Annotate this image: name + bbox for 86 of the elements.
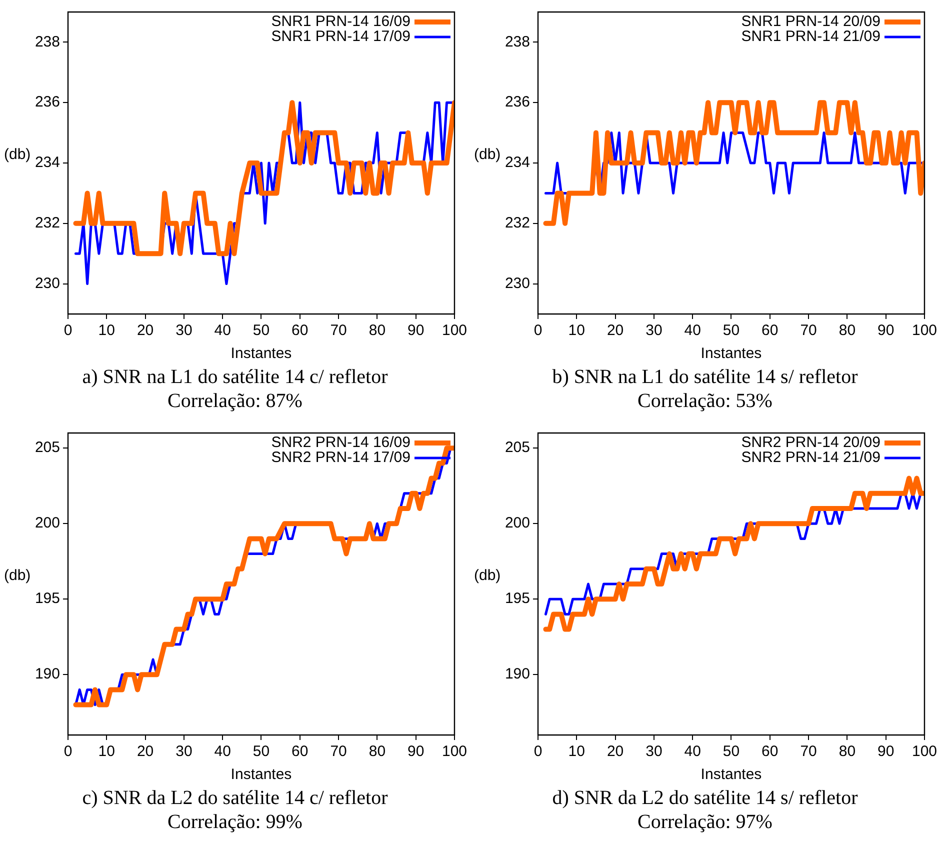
x-tick-label: 80 (368, 322, 386, 340)
x-tick-label: 30 (646, 322, 662, 340)
x-tick-label: 10 (568, 743, 585, 760)
x-tick-label: 30 (646, 743, 662, 760)
legend-label: SNR1 PRN-14 20/09 (741, 13, 880, 30)
y-axis-title: (db) (4, 146, 31, 164)
y-tick-label: 234 (34, 154, 60, 172)
y-tick-label: 205 (504, 439, 530, 456)
x-tick-label: 100 (442, 743, 467, 760)
x-tick-label: 50 (722, 322, 740, 340)
y-axis-title: (db) (474, 567, 501, 584)
x-tick-label: 60 (762, 743, 778, 760)
y-tick-label: 195 (34, 590, 60, 608)
legend-label: SNR2 PRN-14 20/09 (741, 434, 880, 452)
x-tick-label: 20 (136, 743, 154, 760)
x-tick-label: 70 (800, 743, 817, 760)
x-tick-label: 20 (606, 743, 624, 760)
x-tick-label: 20 (136, 322, 154, 340)
x-tick-label: 10 (98, 322, 115, 340)
x-tick-label: 50 (722, 743, 740, 760)
x-tick-label: 100 (912, 743, 937, 760)
x-tick-label: 90 (407, 322, 424, 340)
y-tick-label: 195 (504, 590, 530, 608)
x-tick-label: 40 (684, 322, 701, 340)
x-axis-title: Instantes (700, 345, 762, 362)
y-tick-label: 232 (34, 214, 60, 232)
x-tick-label: 30 (176, 743, 192, 760)
x-tick-label: 90 (877, 743, 894, 760)
x-tick-label: 80 (838, 322, 856, 340)
legend-label: SNR1 PRN-14 21/09 (741, 28, 880, 46)
text: Correlação: 87% (166, 389, 304, 413)
text: d) SNR da L2 do satélite 14 s/ refletor (551, 786, 859, 810)
x-tick-label: 0 (64, 322, 72, 340)
y-tick-label: 200 (34, 514, 60, 532)
x-tick-label: 60 (292, 322, 308, 340)
y-tick-label: 238 (34, 33, 60, 50)
x-tick-label: 40 (214, 322, 231, 340)
y-tick-label: 205 (34, 439, 60, 456)
x-tick-label: 90 (877, 322, 894, 340)
x-tick-label: 50 (252, 743, 270, 760)
legend-label: SNR2 PRN-14 16/09 (271, 434, 410, 452)
y-axis-title: (db) (4, 567, 31, 584)
x-axis-title: Instantes (700, 766, 762, 784)
y-tick-label: 190 (504, 666, 530, 683)
legend-label: SNR1 PRN-14 16/09 (271, 13, 410, 30)
text: b) SNR na L1 do satélite 14 s/ refletor (551, 365, 859, 389)
x-tick-label: 0 (534, 743, 542, 760)
y-tick-label: 230 (504, 274, 530, 292)
x-tick-label: 100 (912, 322, 937, 340)
x-tick-label: 90 (407, 743, 424, 760)
x-tick-label: 10 (568, 322, 585, 340)
y-tick-label: 190 (34, 666, 60, 683)
x-tick-label: 70 (800, 322, 817, 340)
y-tick-label: 230 (34, 274, 60, 292)
y-tick-label: 236 (34, 94, 60, 111)
text: c) SNR da L2 do satélite 14 c/ refletor (81, 786, 389, 810)
y-tick-label: 200 (504, 514, 530, 532)
legend-label: SNR2 PRN-14 17/09 (271, 449, 410, 466)
x-tick-label: 80 (368, 743, 386, 760)
x-tick-label: 70 (330, 743, 347, 760)
y-tick-label: 236 (504, 94, 530, 111)
x-tick-label: 40 (214, 743, 231, 760)
x-tick-label: 100 (442, 322, 467, 340)
x-tick-label: 50 (252, 322, 270, 340)
x-tick-label: 60 (292, 743, 308, 760)
x-tick-label: 70 (330, 322, 347, 340)
x-tick-label: 40 (684, 743, 701, 760)
x-tick-label: 80 (838, 743, 856, 760)
y-tick-label: 234 (504, 154, 530, 172)
x-axis-title: Instantes (230, 766, 292, 784)
text: Correlação: 53% (636, 389, 774, 413)
x-tick-label: 0 (534, 322, 542, 340)
x-axis-title: Instantes (230, 345, 292, 362)
x-tick-label: 0 (64, 743, 72, 760)
text: Correlação: 97% (636, 810, 774, 834)
x-tick-label: 60 (762, 322, 778, 340)
legend-label: SNR1 PRN-14 17/09 (271, 28, 410, 46)
y-tick-label: 232 (504, 214, 530, 232)
text: a) SNR na L1 do satélite 14 c/ refletor (81, 365, 389, 389)
legend-label: SNR2 PRN-14 21/09 (741, 449, 880, 466)
x-tick-label: 10 (98, 743, 115, 760)
x-tick-label: 20 (606, 322, 624, 340)
text: Correlação: 99% (166, 810, 304, 834)
y-axis-title: (db) (474, 146, 501, 164)
y-tick-label: 238 (504, 33, 530, 50)
x-tick-label: 30 (176, 322, 192, 340)
